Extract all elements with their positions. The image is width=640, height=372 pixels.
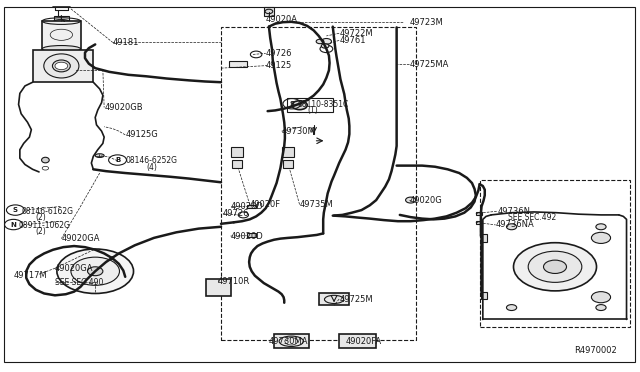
Circle shape [591, 232, 611, 243]
Text: S: S [289, 101, 294, 107]
Circle shape [406, 197, 416, 203]
Text: (2): (2) [36, 214, 47, 222]
Circle shape [55, 62, 68, 70]
Circle shape [591, 292, 611, 303]
Text: 08146-6252G: 08146-6252G [125, 156, 177, 165]
Text: 49735M: 49735M [300, 200, 333, 209]
Bar [481, 292, 487, 299]
Text: 08911-1062G: 08911-1062G [19, 221, 70, 230]
Text: 49020G: 49020G [410, 196, 442, 205]
Text: 49710R: 49710R [218, 277, 250, 286]
Text: 49730MA: 49730MA [269, 337, 308, 346]
Text: 49726: 49726 [266, 49, 292, 58]
Bar [339, 334, 376, 348]
Text: N: N [10, 222, 17, 228]
Bar [221, 27, 416, 340]
Text: 49181: 49181 [113, 38, 139, 47]
Bar [481, 234, 487, 241]
Bar [476, 212, 482, 215]
Text: (4): (4) [147, 163, 157, 172]
Ellipse shape [42, 45, 81, 52]
Text: (2): (2) [36, 227, 47, 237]
Bar [232, 160, 242, 168]
Text: 49761: 49761 [339, 36, 365, 45]
Text: R4970002: R4970002 [574, 346, 617, 355]
Text: 49020FA: 49020FA [346, 337, 381, 346]
Circle shape [321, 38, 332, 44]
Text: 49725MA: 49725MA [410, 60, 449, 69]
Bar [282, 147, 294, 157]
Bar [476, 221, 482, 224]
Text: 49726: 49726 [223, 209, 250, 218]
Bar [479, 180, 630, 327]
Text: 49722M: 49722M [339, 29, 372, 38]
Text: S: S [13, 207, 18, 213]
Text: 49125: 49125 [266, 61, 292, 70]
Ellipse shape [54, 20, 69, 23]
Circle shape [596, 305, 606, 311]
Text: 49020A: 49020A [266, 16, 298, 25]
Bar [274, 334, 309, 348]
Text: B: B [115, 157, 120, 163]
Text: 49736NA: 49736NA [495, 221, 534, 230]
Circle shape [88, 267, 103, 276]
Text: 08110-8351C: 08110-8351C [298, 100, 349, 109]
Text: 49020D: 49020D [230, 231, 263, 241]
Circle shape [71, 257, 120, 285]
Circle shape [506, 224, 516, 230]
Bar [246, 205, 255, 208]
Ellipse shape [42, 157, 49, 163]
Bar [319, 294, 349, 305]
Bar [42, 21, 81, 49]
Text: SEE SEC.492: SEE SEC.492 [508, 213, 557, 222]
Text: 49020GA: 49020GA [61, 234, 100, 243]
Text: 49730M: 49730M [282, 126, 316, 136]
Bar [283, 160, 293, 168]
Bar [33, 49, 93, 82]
Bar [264, 7, 274, 16]
Text: 49125G: 49125G [125, 130, 158, 140]
Bar [229, 61, 247, 67]
Circle shape [321, 44, 329, 48]
Bar [287, 98, 333, 112]
Text: 49020GA: 49020GA [55, 264, 93, 273]
Bar [206, 279, 230, 296]
Text: 49723M: 49723M [410, 18, 443, 27]
Circle shape [506, 305, 516, 311]
Bar [54, 16, 69, 22]
Text: (1): (1) [307, 106, 318, 115]
Ellipse shape [95, 154, 104, 157]
Circle shape [316, 39, 324, 44]
Circle shape [513, 243, 596, 291]
Bar [230, 147, 243, 157]
Circle shape [543, 260, 566, 273]
Text: 08146-6162G: 08146-6162G [21, 207, 73, 216]
Bar [246, 234, 255, 237]
Text: 49020F: 49020F [250, 200, 281, 209]
Text: 49725M: 49725M [339, 295, 372, 304]
Circle shape [57, 249, 134, 294]
Text: 49717M: 49717M [13, 271, 47, 280]
Text: 49020GB: 49020GB [104, 103, 143, 112]
Circle shape [292, 101, 307, 110]
Circle shape [528, 251, 582, 282]
Text: SEE SEC.490: SEE SEC.490 [55, 278, 103, 287]
Text: 49020D: 49020D [230, 202, 263, 211]
Text: 49736N: 49736N [497, 207, 531, 216]
Ellipse shape [44, 54, 79, 78]
Circle shape [596, 224, 606, 230]
Circle shape [265, 9, 273, 14]
Ellipse shape [52, 60, 70, 72]
